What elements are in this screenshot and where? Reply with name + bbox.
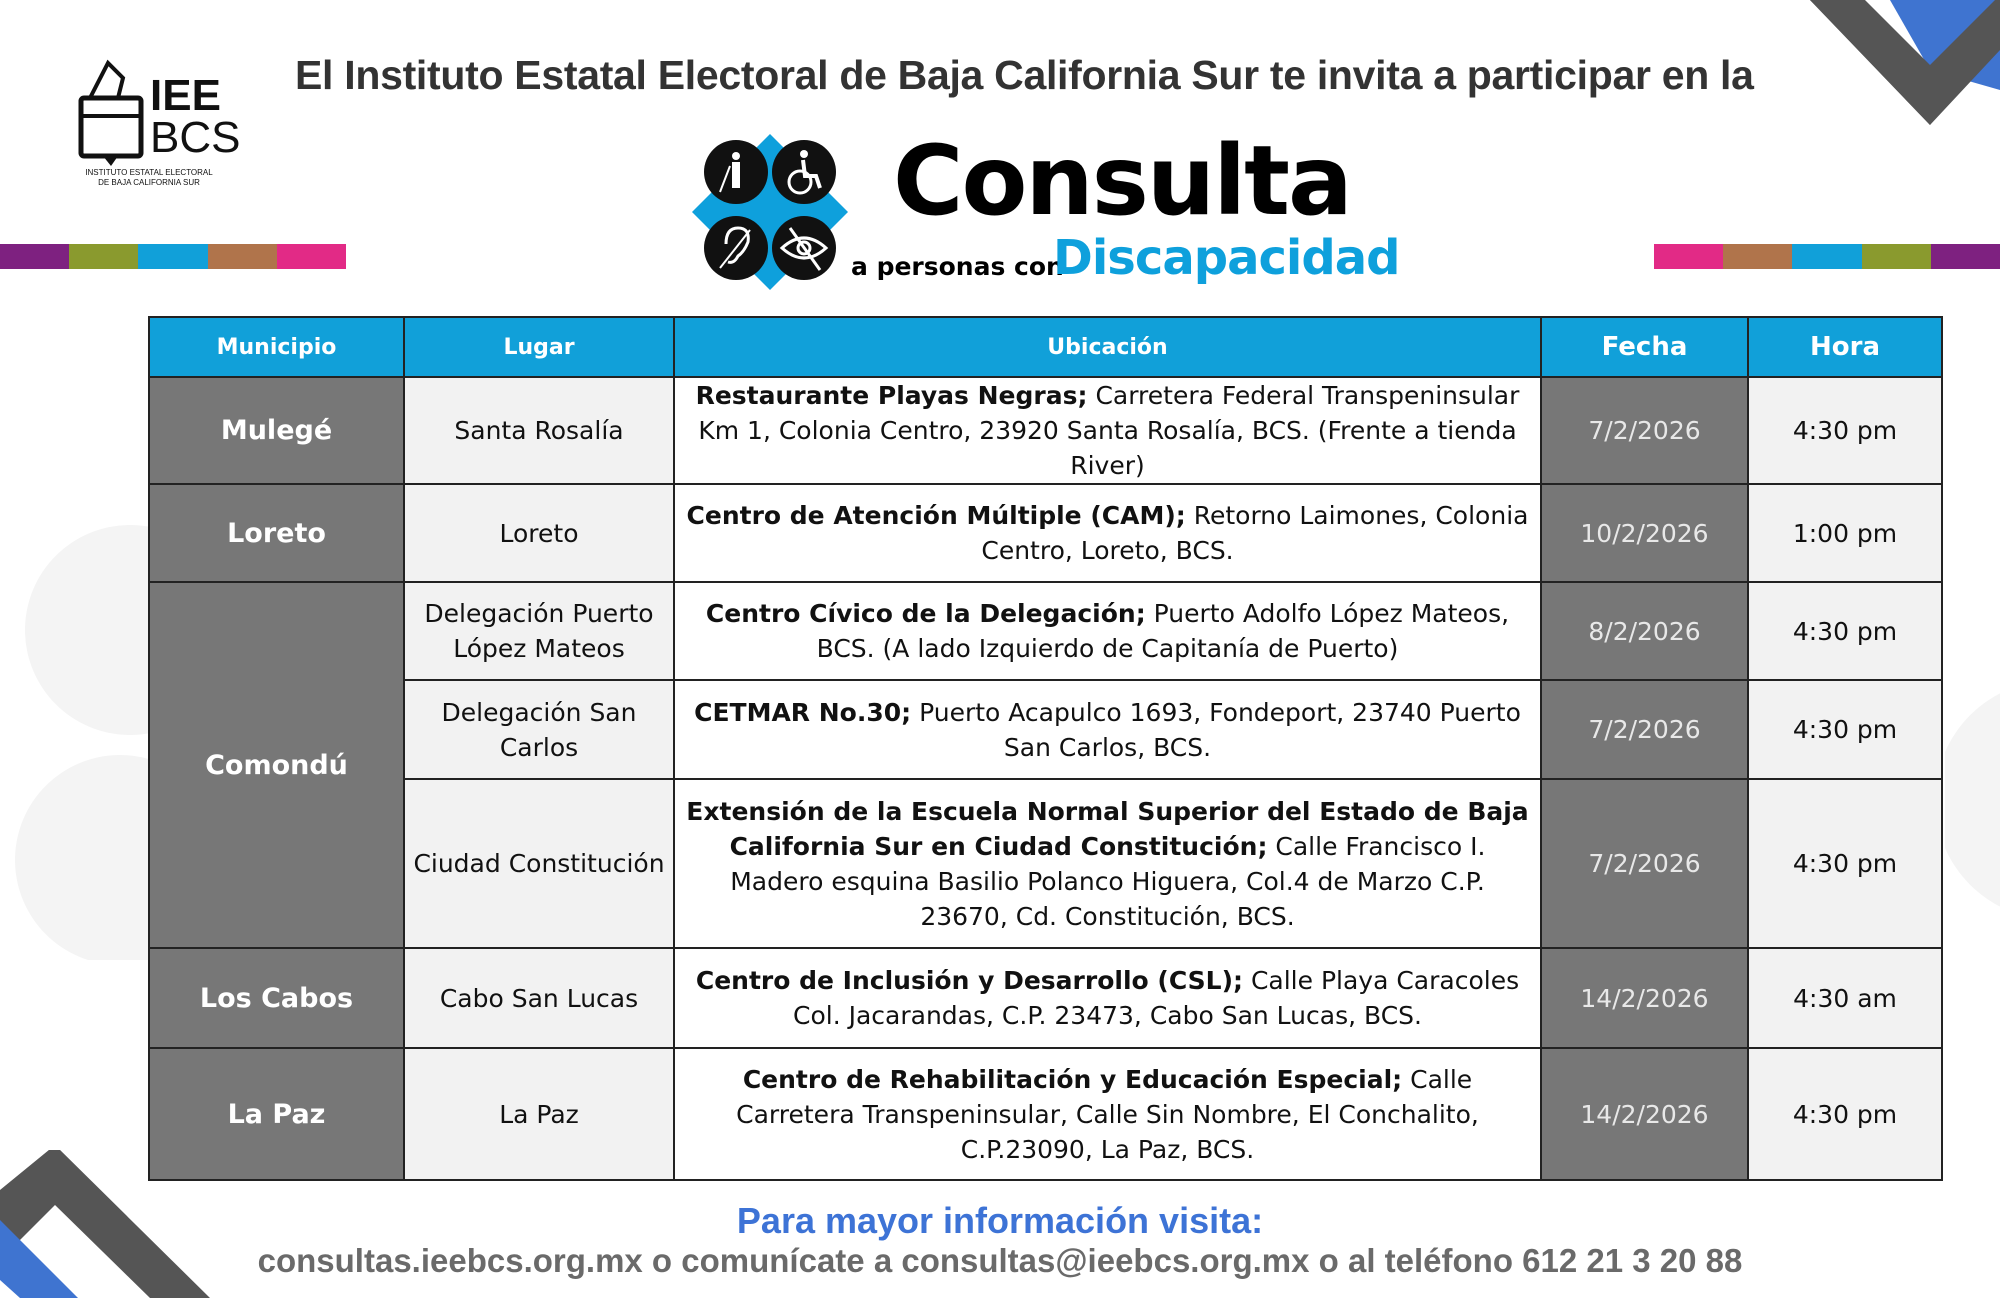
cell-fecha: 8/2/2026 [1540,581,1749,681]
accessibility-emblem [692,134,848,290]
venue-address: Retorno Laimones, Colonia Centro, Loreto… [981,501,1529,565]
cell-ubicacion: Centro de Rehabilitación y Educación Esp… [673,1047,1542,1181]
corner-decoration-top-right [1810,0,2000,125]
cell-municipio: Mulegé [148,376,405,485]
cell-lugar: Delegación San Carlos [403,679,675,780]
table-row: Los Cabos Cabo San Lucas Centro de Inclusi… [148,947,1943,1049]
table-row: Ciudad Constitución Extensión de la Escue… [149,778,1943,949]
cell-lugar: Ciudad Constitución [403,778,675,949]
venue-address: Puerto Adolfo López Mateos, BCS. (A lado… [816,599,1510,663]
logo-caption-1: INSTITUTO ESTATAL ELECTORAL [85,168,213,177]
header-hora: Hora [1747,316,1943,378]
venue-address: Puerto Acapulco 1693, Fondeport, 23740 P… [911,697,1521,762]
venue-address: Calle Playa Caracoles Col. Jacarandas, C… [793,966,1520,1030]
cell-lugar: La Paz [403,1047,675,1181]
venue-address: Calle Francisco I. Madero esquina Basili… [730,831,1486,931]
cell-lugar: Delegación Puerto López Mateos [403,581,675,681]
cell-hora: 1:00 pm [1747,483,1943,583]
cell-fecha: 14/2/2026 [1540,947,1749,1049]
cell-fecha: 7/2/2026 [1540,778,1749,949]
logo-caption-2: DE BAJA CALIFORNIA SUR [98,178,200,187]
cell-ubicacion: Extensión de la Escuela Normal Superior … [673,778,1542,949]
iee-bcs-logo: IEE BCS INSTITUTO ESTATAL ELECTORAL DE B… [75,58,240,198]
visual-impairment-eye-icon [772,216,836,280]
cell-ubicacion: CETMAR No.30; Puerto Acapulco 1693, Fond… [673,679,1542,780]
corner-decoration-bottom-left [0,1150,210,1298]
cell-lugar: Cabo San Lucas [403,947,675,1049]
cell-hora: 4:30 pm [1747,778,1943,949]
blind-person-icon [704,140,768,204]
event-subtitle-highlight: Discapacidad [1053,230,1400,286]
event-subtitle-prefix: a personas con [851,252,1064,281]
venue-address: Carretera Federal Transpeninsular Km 1, … [698,381,1520,480]
cell-hora: 4:30 pm [1747,1047,1943,1181]
header-municipio: Municipio [148,316,405,378]
venue-name: Centro de Rehabilitación y Educación Esp… [742,1064,1403,1094]
cell-hora: 4:30 pm [1747,679,1943,780]
deaf-ear-icon [704,216,768,280]
table-row: Delegación San Carlos CETMAR No.30; Puert… [149,679,1943,780]
venue-name: Centro de Inclusión y Desarrollo (CSL); [695,966,1243,995]
watermark-accessibility-icons [15,525,160,960]
cell-hora: 4:30 pm [1747,581,1943,681]
color-stripe-left [0,244,347,269]
table-row: Comondú Delegación Puerto López Mateos Cen… [148,581,1943,949]
cell-lugar: Loreto [403,483,675,583]
cell-fecha: 7/2/2026 [1540,679,1749,780]
cell-fecha: 7/2/2026 [1540,376,1749,485]
header-lugar: Lugar [403,316,675,378]
cell-municipio: La Paz [148,1047,405,1181]
wheelchair-icon [772,140,836,204]
cell-ubicacion: Centro de Atención Múltiple (CAM); Retor… [673,483,1542,583]
watermark-right [1945,693,2000,907]
header-ubicacion: Ubicación [673,316,1542,378]
cell-fecha: 14/2/2026 [1540,1047,1749,1181]
cell-hora: 4:30 pm [1747,376,1943,485]
table-header-row: Municipio Lugar Ubicación Fecha Hora [148,316,1943,378]
cell-ubicacion: Centro Cívico de la Delegación; Puerto A… [673,581,1542,681]
cell-lugar: Santa Rosalía [403,376,675,485]
headline: El Instituto Estatal Electoral de Baja C… [295,52,1754,98]
cell-ubicacion: Restaurante Playas Negras; Carretera Fed… [673,376,1542,485]
venue-name: CETMAR No.30; [694,697,912,727]
cell-municipio: Los Cabos [148,947,405,1049]
table-row: Mulegé Santa Rosalía Restaurante Playas Ne… [148,376,1943,485]
footer-info-title: Para mayor información visita: [736,1200,1264,1241]
footer-contact[interactable]: consultas.ieebcs.org.mx o comunícate a c… [257,1242,1743,1279]
logo-bcs: BCS [150,113,241,162]
venue-name: Centro Cívico de la Delegación; [705,599,1146,628]
event-title: Consulta [893,125,1353,237]
venue-address: Calle Carretera Transpeninsular, Calle S… [736,1064,1479,1164]
schedule-table: Municipio Lugar Ubicación Fecha Hora Mul… [148,316,1943,1181]
logo-iee: IEE [150,71,221,120]
venue-name: Extensión de la Escuela Normal Superior … [686,796,1529,861]
venue-name: Centro de Atención Múltiple (CAM); [686,501,1186,530]
cell-hora: 4:30 am [1747,947,1943,1049]
table-row: La Paz La Paz Centro de Rehabilitación y E… [148,1047,1943,1181]
venue-name: Restaurante Playas Negras; [695,381,1088,410]
cell-municipio: Loreto [148,483,405,583]
header-fecha: Fecha [1540,316,1749,378]
cell-municipio: Comondú [148,581,405,949]
cell-ubicacion: Centro de Inclusión y Desarrollo (CSL); … [673,947,1542,1049]
table-row: Loreto Loreto Centro de Atención Múltiple … [148,483,1943,583]
ballot-box-icon [78,59,144,166]
cell-fecha: 10/2/2026 [1540,483,1749,583]
color-stripe-right [1654,244,2000,269]
